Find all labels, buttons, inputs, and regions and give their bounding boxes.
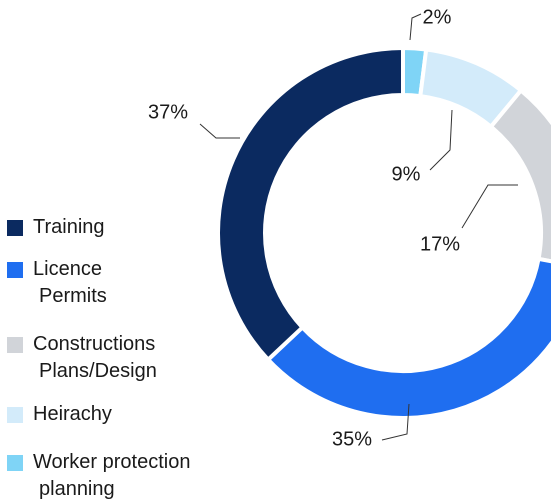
legend-label: Worker protection planning	[33, 451, 190, 500]
leader-line	[381, 403, 410, 441]
value-label: 2%	[423, 6, 452, 28]
legend-label: Licence Permits	[33, 258, 107, 307]
value-label: 35%	[332, 428, 372, 450]
legend-label: Heirachy	[33, 403, 112, 425]
legend-label: Constructions Plans/Design	[33, 333, 157, 382]
value-label: 17%	[420, 233, 460, 255]
legend-swatch	[7, 262, 23, 278]
donut-segment	[216, 45, 405, 363]
legend-line: Training	[33, 216, 105, 238]
value-label: 37%	[148, 101, 188, 123]
legend-line: Plans/Design	[39, 360, 157, 382]
legend-line: planning	[39, 478, 115, 500]
leader-line	[199, 123, 240, 139]
legend-swatch	[7, 455, 23, 471]
legend-label: Training	[33, 216, 105, 238]
donut-segment	[265, 256, 551, 420]
legend-line: Worker protection	[33, 451, 190, 473]
legend-line: Licence	[33, 258, 102, 280]
leader-line	[429, 109, 453, 171]
leader-line	[409, 13, 422, 41]
legend-line: Permits	[39, 285, 107, 307]
leader-line	[461, 184, 518, 229]
value-label: 9%	[392, 163, 421, 185]
donut-segment	[488, 87, 551, 264]
legend-swatch	[7, 337, 23, 353]
legend-line: Heirachy	[33, 403, 112, 425]
legend-line: Constructions	[33, 333, 155, 355]
legend-swatch	[7, 220, 23, 236]
legend-swatch	[7, 407, 23, 423]
